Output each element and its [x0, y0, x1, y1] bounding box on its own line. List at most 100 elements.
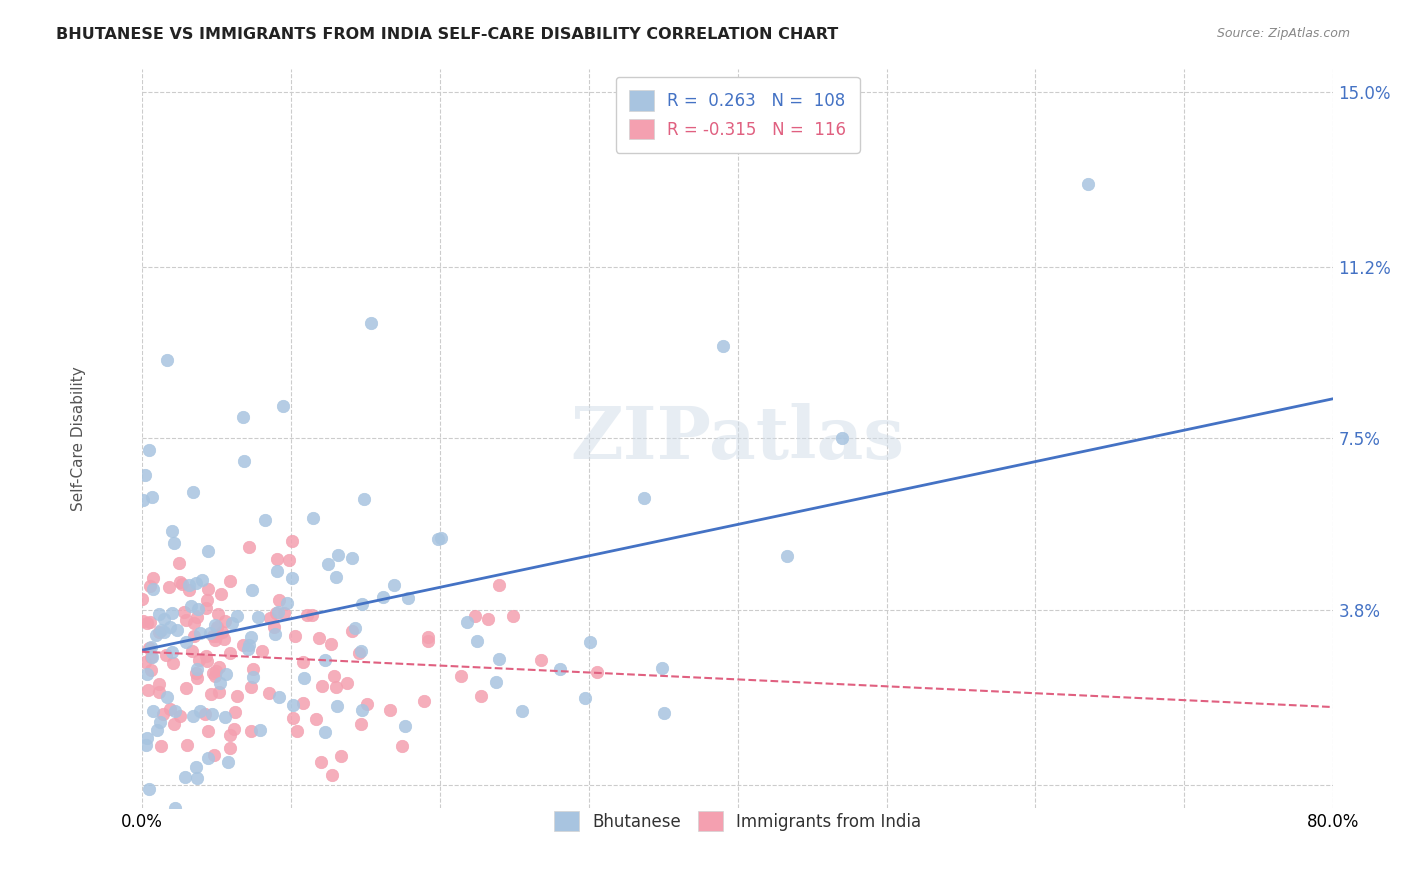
Point [633, 491, 655, 506]
Point [173, 605, 195, 619]
Point [579, 635, 602, 649]
Point [225, 689, 247, 703]
Point [160, 645, 183, 659]
Point [281, 571, 304, 585]
Point [138, 640, 160, 655]
Point [281, 534, 304, 549]
Point [194, 648, 217, 663]
Point [219, 740, 242, 755]
Point [141, 650, 163, 665]
Point [208, 684, 231, 698]
Point [219, 646, 242, 660]
Point [530, 653, 553, 667]
Point [510, 704, 533, 718]
Point [136, 682, 159, 697]
Point [488, 578, 510, 592]
Point [134, 655, 156, 669]
Point [207, 607, 229, 622]
Point [271, 399, 294, 413]
Point [155, 648, 177, 663]
Point [173, 770, 195, 784]
Point [202, 747, 225, 762]
Point [343, 621, 366, 635]
Point [238, 638, 260, 652]
Point [311, 679, 333, 693]
Point [253, 513, 276, 527]
Point [148, 607, 170, 621]
Point [305, 712, 328, 726]
Point [204, 632, 226, 647]
Point [316, 557, 339, 571]
Point [131, 591, 153, 606]
Point [413, 694, 436, 708]
Point [184, 760, 207, 774]
Point [502, 609, 524, 624]
Point [325, 570, 347, 584]
Point [145, 628, 167, 642]
Point [205, 664, 228, 678]
Point [548, 662, 571, 676]
Point [340, 551, 363, 566]
Point [183, 629, 205, 643]
Point [356, 697, 378, 711]
Point [195, 654, 218, 668]
Point [169, 575, 191, 590]
Point [201, 665, 224, 680]
Point [209, 676, 232, 690]
Point [200, 687, 222, 701]
Point [190, 573, 212, 587]
Point [181, 644, 204, 658]
Legend: Bhutanese, Immigrants from India: Bhutanese, Immigrants from India [541, 797, 935, 845]
Point [197, 582, 219, 597]
Point [186, 771, 208, 785]
Point [169, 709, 191, 723]
Point [456, 615, 478, 629]
Point [204, 618, 226, 632]
Point [239, 723, 262, 738]
Text: BHUTANESE VS IMMIGRANTS FROM INDIA SELF-CARE DISABILITY CORRELATION CHART: BHUTANESE VS IMMIGRANTS FROM INDIA SELF-… [56, 27, 838, 42]
Point [186, 609, 208, 624]
Point [336, 676, 359, 690]
Point [314, 653, 336, 667]
Point [276, 596, 298, 610]
Point [139, 579, 162, 593]
Point [153, 612, 176, 626]
Point [153, 625, 176, 640]
Point [160, 524, 183, 538]
Point [232, 454, 254, 468]
Point [201, 707, 224, 722]
Point [464, 608, 486, 623]
Point [197, 544, 219, 558]
Point [1077, 177, 1099, 191]
Point [162, 606, 184, 620]
Point [416, 631, 439, 645]
Point [352, 597, 374, 611]
Point [184, 576, 207, 591]
Point [240, 630, 263, 644]
Point [149, 739, 172, 753]
Point [135, 666, 157, 681]
Point [222, 722, 245, 736]
Point [131, 614, 153, 628]
Point [373, 590, 395, 604]
Point [197, 723, 219, 738]
Point [321, 768, 343, 782]
Point [167, 556, 190, 570]
Point [209, 587, 232, 601]
Point [308, 631, 330, 645]
Point [240, 583, 263, 598]
Point [187, 602, 209, 616]
Point [430, 531, 453, 545]
Point [163, 536, 186, 550]
Point [149, 714, 172, 729]
Point [267, 605, 290, 619]
Point [285, 724, 308, 739]
Point [208, 660, 231, 674]
Point [711, 339, 734, 353]
Point [186, 662, 208, 676]
Point [190, 626, 212, 640]
Point [266, 551, 288, 566]
Point [214, 632, 236, 646]
Point [149, 624, 172, 638]
Point [302, 510, 325, 524]
